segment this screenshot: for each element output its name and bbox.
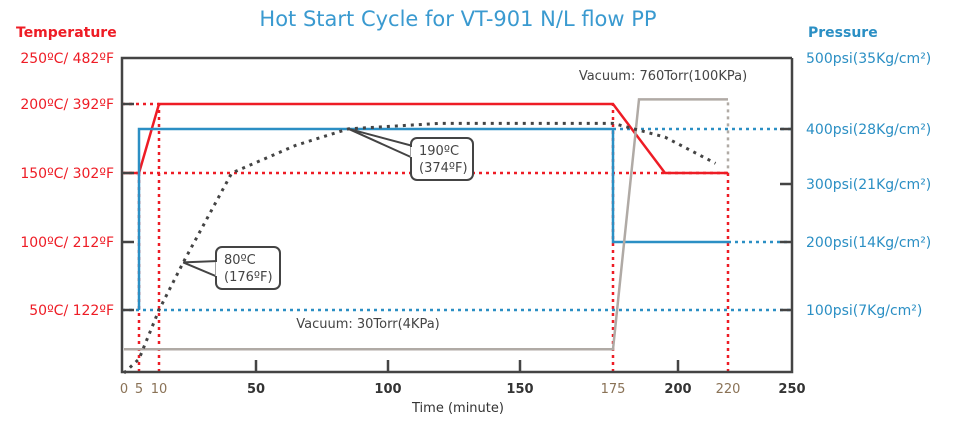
left-tick-label: 150ºC/ 302ºF <box>20 166 114 182</box>
left-axis-title: Temperature <box>16 25 117 41</box>
callout-line-2: (176ºF) <box>224 270 273 285</box>
x-tick-label: 150 <box>506 382 533 397</box>
callout-box <box>410 137 474 181</box>
x-tick-label: 250 <box>778 382 805 397</box>
callout-pointer <box>347 127 414 160</box>
plot-frame <box>120 56 794 374</box>
left-tick-label: 50ºC/ 122ºF <box>29 303 114 319</box>
x-tick-label: 175 <box>601 382 626 397</box>
right-tick-label: 400psi(28Kg/cm²) <box>806 122 931 138</box>
callout-line-2: (374ºF) <box>419 161 468 176</box>
vacuum-30-label: Vacuum: 30Torr(4KPa) <box>296 317 440 332</box>
x-tick-label: 10 <box>151 382 168 397</box>
right-tick-label: 500psi(35Kg/cm²) <box>806 51 931 67</box>
x-tick-label: 220 <box>716 382 741 397</box>
x-tick-label: 5 <box>135 382 143 397</box>
x-tick-label: 100 <box>374 382 401 397</box>
series-mold-set-temperature <box>124 102 728 175</box>
x-axis-title: Time (minute) <box>411 401 504 416</box>
x-tick-label: 200 <box>664 382 691 397</box>
right-tick-label: 300psi(21Kg/cm²) <box>806 177 931 193</box>
right-tick-label: 100psi(7Kg/cm²) <box>806 303 922 319</box>
callout-190c: 190ºC (374ºF) <box>347 127 474 181</box>
callout-pointer <box>182 259 219 279</box>
x-tick-label: 0 <box>120 382 128 397</box>
vacuum-760-label: Vacuum: 760Torr(100KPa) <box>579 69 747 84</box>
series-mold-surface-temperature <box>122 121 717 375</box>
chart-title: Hot Start Cycle for VT-901 N/L flow PP <box>259 7 656 31</box>
callout-line-1: 80ºC <box>224 253 256 268</box>
callout-80c: 80ºC (176ºF) <box>182 246 281 290</box>
series-vacuum <box>124 98 728 351</box>
callout-line-1: 190ºC <box>419 144 459 159</box>
left-tick-label: 100ºC/ 212ºF <box>20 235 114 251</box>
left-tick-label: 200ºC/ 392ºF <box>20 97 114 113</box>
right-tick-label: 200psi(14Kg/cm²) <box>806 235 931 251</box>
right-axis-title: Pressure <box>808 25 878 41</box>
series-clamp-pressure <box>137 127 728 310</box>
x-tick-label: 50 <box>247 382 265 397</box>
left-tick-label: 250ºC/ 482ºF <box>20 51 114 67</box>
